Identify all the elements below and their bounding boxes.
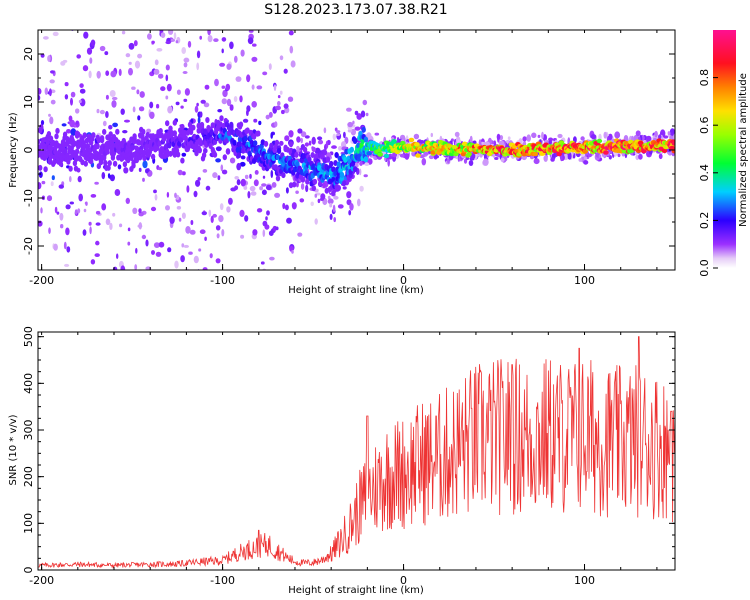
- snr-ytick-label: 100: [22, 513, 35, 534]
- snr-ytick-label: 200: [22, 466, 35, 487]
- snr-ylabel: SNR (10 * v/v): [8, 414, 19, 485]
- spectrogram-ytick-label: 10: [22, 95, 35, 109]
- colorbar-label: Normalized spectral amplitude: [738, 73, 749, 227]
- snr-xtick-label: -200: [29, 574, 54, 587]
- chart-title: S128.2023.173.07.38.R21: [264, 2, 447, 18]
- snr-xtick-label: 0: [400, 574, 407, 587]
- colorbar-tick-label: 0.2: [698, 212, 711, 230]
- snr-ytick-label: 500: [22, 326, 35, 347]
- snr-xtick-label: 100: [574, 574, 595, 587]
- spectrogram-ytick-label: 20: [22, 47, 35, 61]
- colorbar-tick-label: 0.8: [698, 69, 711, 87]
- colorbar-tick-label: 0.4: [698, 164, 711, 182]
- snr-xlabel: Height of straight line (km): [288, 585, 424, 596]
- snr-ytick-label: 0: [22, 567, 35, 574]
- spectrogram-ytick-label: -10: [22, 189, 35, 207]
- colorbar-gradient: [713, 30, 736, 268]
- snr-ticks: -200 -100 0 100 0 100 200 300 400 500: [22, 326, 675, 587]
- spectrogram-xtick-label: -100: [210, 274, 235, 287]
- spectrogram-xtick-label: -200: [29, 274, 54, 287]
- spectrogram-ytick-label: 0: [22, 147, 35, 154]
- colorbar: 0.0 0.2 0.4 0.6 0.8 Normalized spectral ampl…: [698, 30, 749, 277]
- snr-ytick-label: 300: [22, 420, 35, 441]
- colorbar-ticks: 0.0 0.2 0.4 0.6 0.8: [698, 69, 718, 277]
- colorbar-tick-label: 0.0: [698, 259, 711, 277]
- spectrogram-xlabel: Height of straight line (km): [288, 285, 424, 296]
- spectrogram-image: [38, 30, 675, 270]
- snr-xtick-label: -100: [210, 574, 235, 587]
- spectrogram-xtick-label: 0: [400, 274, 407, 287]
- snr-panel: -200 -100 0 100 0 100 200 300 400 500 Height of s…: [8, 326, 676, 596]
- spectrogram-ytick-label: -20: [22, 237, 35, 255]
- snr-line-layer: [38, 336, 675, 569]
- snr-series-line: [38, 336, 675, 569]
- snr-frame: [37, 331, 676, 571]
- spectrogram-ylabel: Frequency (Hz): [8, 112, 19, 188]
- colorbar-tick-label: 0.6: [698, 116, 711, 134]
- snr-ytick-label: 400: [22, 373, 35, 394]
- spectrogram-xtick-label: 100: [574, 274, 595, 287]
